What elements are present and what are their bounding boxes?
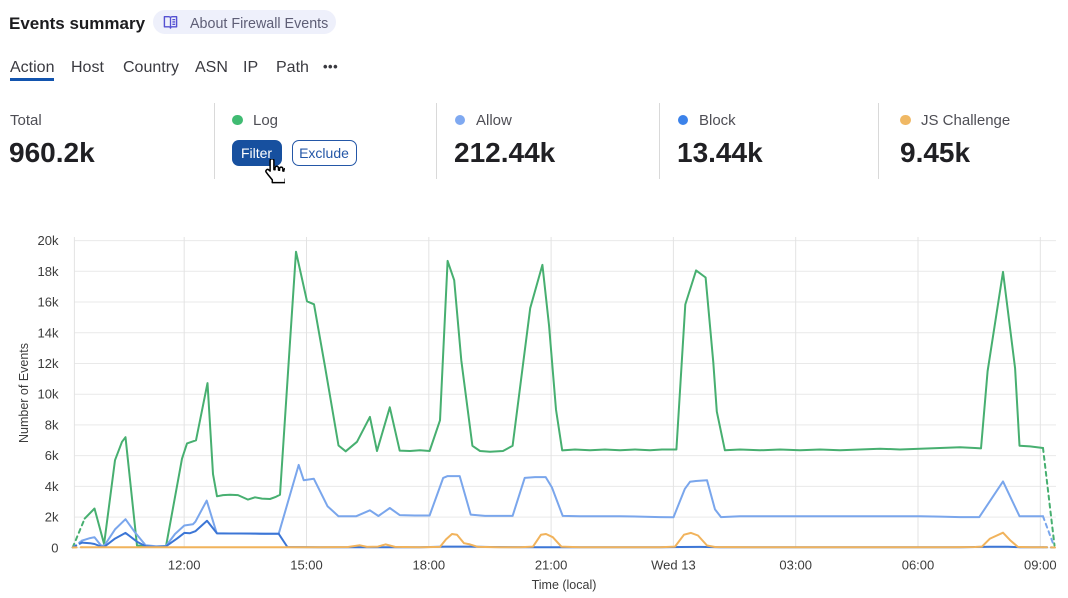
svg-text:18k: 18k xyxy=(38,264,59,279)
svg-text:03:00: 03:00 xyxy=(779,558,812,573)
svg-text:2k: 2k xyxy=(45,510,59,525)
svg-text:14k: 14k xyxy=(38,325,59,340)
svg-text:15:00: 15:00 xyxy=(290,558,323,573)
svg-text:20k: 20k xyxy=(38,233,59,248)
svg-text:21:00: 21:00 xyxy=(535,558,568,573)
svg-text:12k: 12k xyxy=(38,356,59,371)
svg-text:18:00: 18:00 xyxy=(413,558,446,573)
svg-text:10k: 10k xyxy=(38,387,59,402)
svg-text:09:00: 09:00 xyxy=(1024,558,1057,573)
svg-text:16k: 16k xyxy=(38,295,59,310)
svg-text:0: 0 xyxy=(51,540,58,555)
svg-text:8k: 8k xyxy=(45,417,59,432)
svg-text:Time (local): Time (local) xyxy=(532,578,597,592)
svg-text:4k: 4k xyxy=(45,479,59,494)
svg-text:Wed 13: Wed 13 xyxy=(651,558,696,573)
svg-text:Number of Events: Number of Events xyxy=(17,343,31,443)
svg-text:6k: 6k xyxy=(45,448,59,463)
svg-text:12:00: 12:00 xyxy=(168,558,201,573)
svg-text:06:00: 06:00 xyxy=(902,558,935,573)
